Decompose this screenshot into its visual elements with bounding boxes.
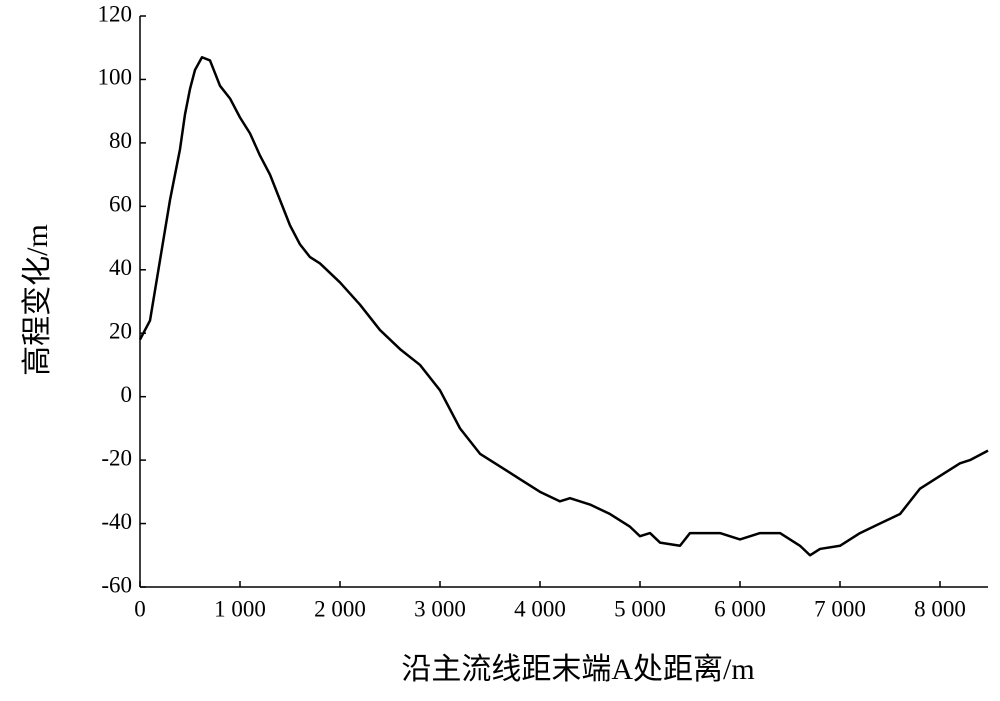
y-tick-label: -60 [101,572,132,597]
x-tick-label: 7 000 [814,596,866,621]
x-tick-label: 1 000 [214,596,266,621]
x-axis-title: 沿主流线距末端A处距离/m [401,653,754,686]
y-tick-label: 40 [109,255,132,280]
x-tick-label: 6 000 [714,596,766,621]
x-tick-label: 2 000 [314,596,366,621]
x-tick-label: 0 [134,596,146,621]
y-tick-label: 100 [98,65,133,90]
y-tick-label: -20 [101,445,132,470]
y-tick-label: 120 [98,1,133,26]
x-tick-label: 8 000 [914,596,966,621]
line-series [138,55,989,557]
y-axis-title: 高程变化/m [21,224,54,376]
y-tick-label: 60 [109,192,132,217]
x-tick-label: 3 000 [414,596,466,621]
y-tick-label: 80 [109,128,132,153]
x-tick-label: 5 000 [614,596,666,621]
y-tick-label: 20 [109,319,132,344]
y-tick-label: 0 [121,382,133,407]
y-tick-label: -40 [101,509,132,534]
x-tick-label: 4 000 [514,596,566,621]
